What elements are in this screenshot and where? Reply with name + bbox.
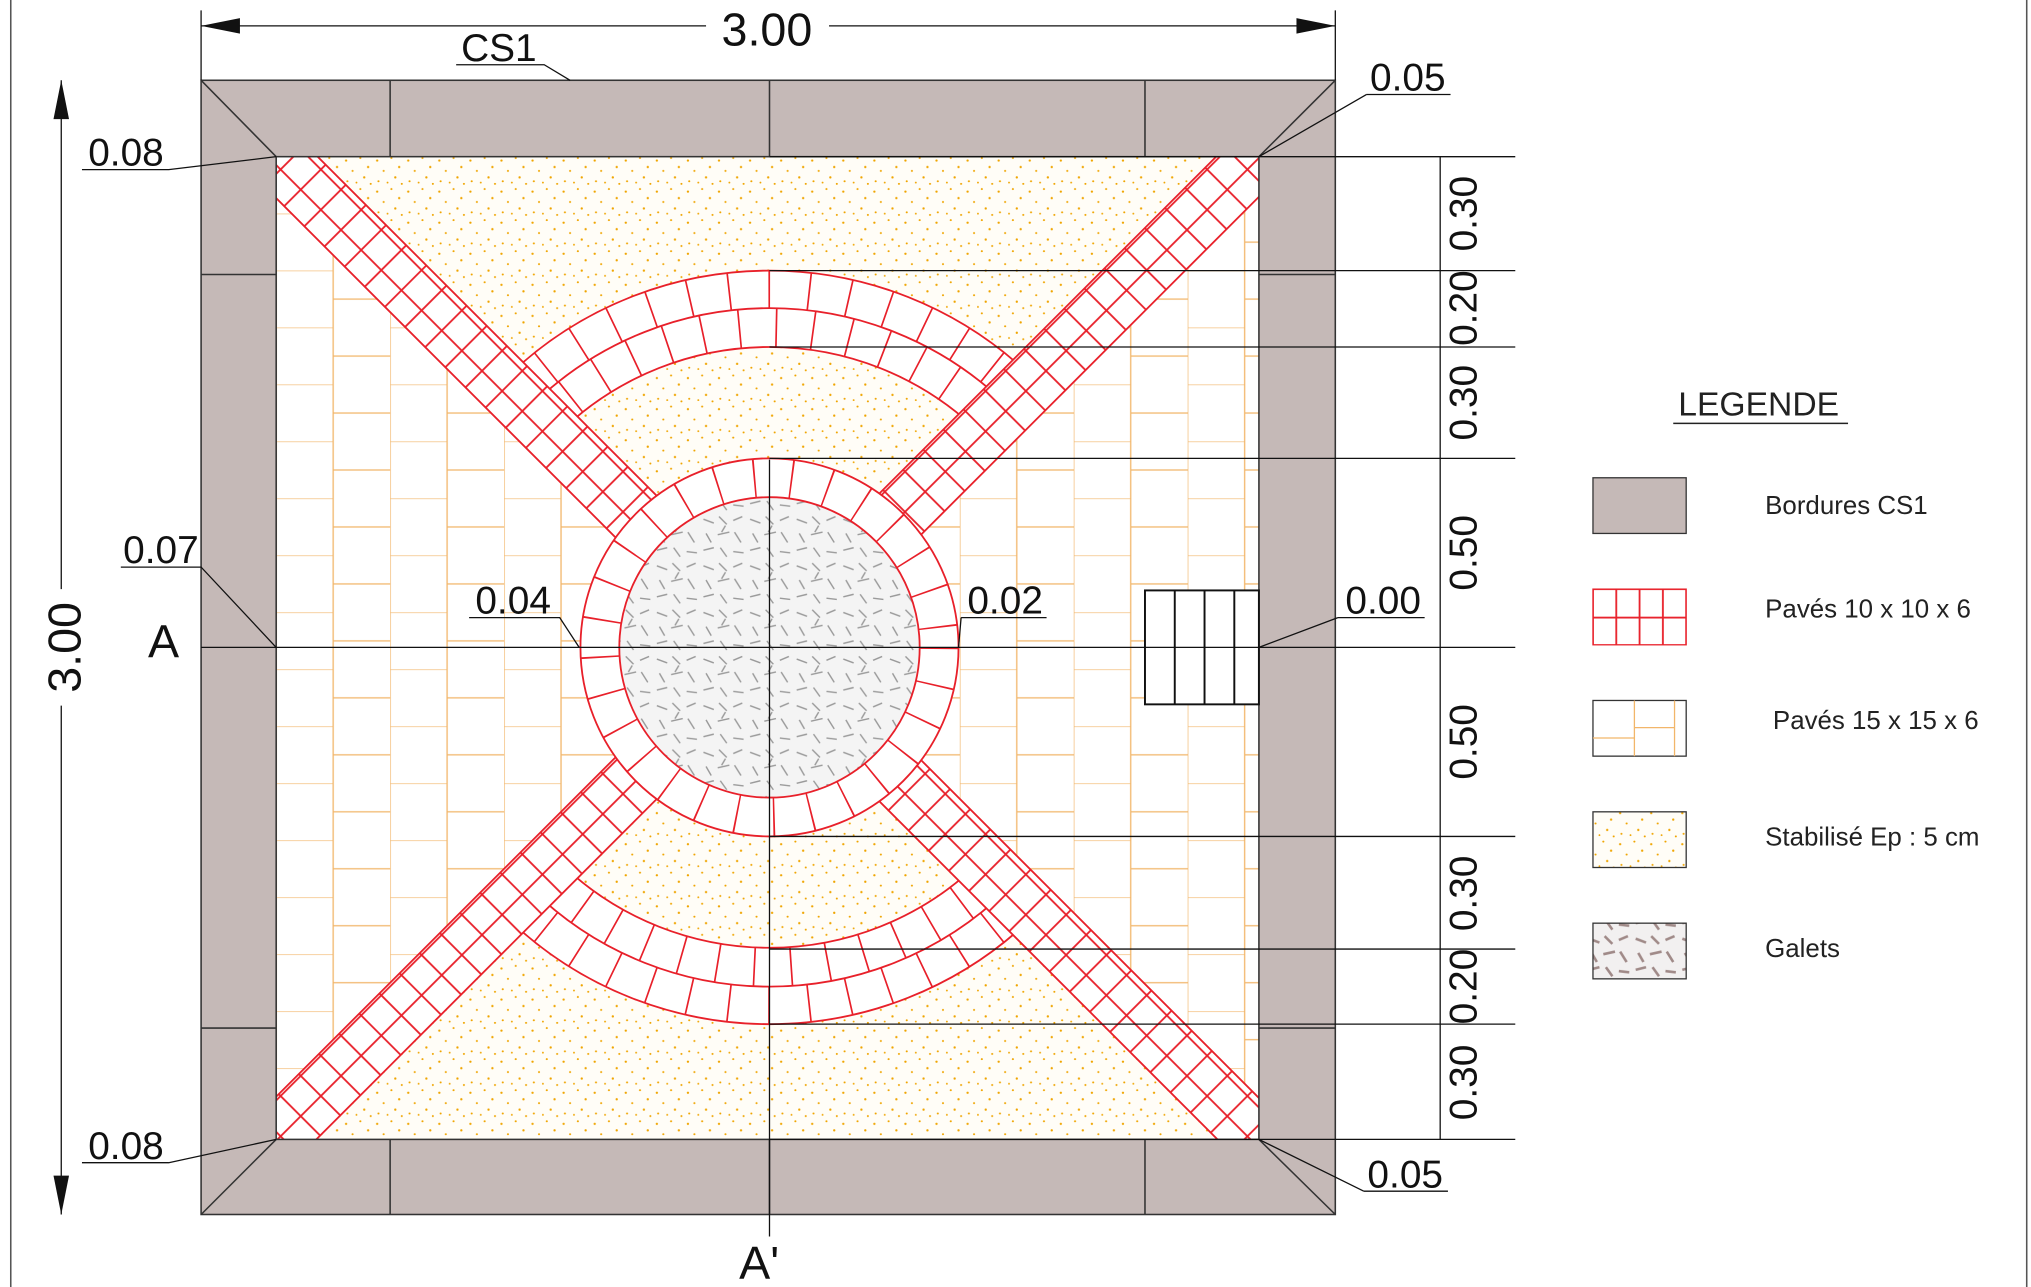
dimension-label: 0.30 <box>1442 365 1485 441</box>
legend-swatch <box>1592 588 1687 646</box>
dimension-label: 0.30 <box>1442 856 1485 932</box>
leader-lines <box>1258 93 1451 158</box>
leader-lines <box>81 156 277 171</box>
leader-lines <box>456 64 571 81</box>
level-label: 0.05 <box>1370 57 1446 100</box>
dimension-lines <box>60 10 1516 1237</box>
section-label: A <box>148 616 179 668</box>
legend-label: Galets <box>1765 935 1840 963</box>
arrowheads <box>53 18 1336 1215</box>
paving <box>276 156 1259 648</box>
level-label: 0.08 <box>88 132 164 175</box>
legend-swatch <box>1592 477 1687 535</box>
border-label: CS1 <box>461 27 537 70</box>
arrowheads <box>53 80 70 120</box>
dimension-label: 3.00 <box>722 3 813 55</box>
legend-label: Pavés 15 x 15 x 6 <box>1773 707 1979 735</box>
level-label: 0.02 <box>967 580 1043 623</box>
dimension-label: 0.20 <box>1442 270 1485 346</box>
leader-lines <box>1258 1138 1448 1192</box>
legend-swatch <box>1592 699 1687 757</box>
legend-swatch <box>1592 811 1687 869</box>
legend-label: Bordures CS1 <box>1765 492 1928 520</box>
legend-swatch <box>1592 922 1687 980</box>
dimension-label: 0.30 <box>1442 176 1485 252</box>
frame <box>9 0 2028 1287</box>
arrowheads <box>201 18 240 34</box>
dimension-label: 0.50 <box>1442 704 1485 780</box>
arrowheads <box>53 1175 70 1215</box>
arrowheads <box>1296 18 1336 34</box>
leader-lines <box>120 566 277 648</box>
dimension-lines <box>769 156 1516 1141</box>
level-label: 0.08 <box>88 1125 164 1168</box>
leader-lines <box>81 1138 277 1164</box>
level-label: 0.00 <box>1345 580 1421 623</box>
dimension-lines <box>201 459 1516 1237</box>
border-cs1 <box>200 79 1336 1216</box>
legend: LEGENDE Bordures CS1 Pavés 10 x 10 x 6 P… <box>1592 387 1979 980</box>
dimension-label: 0.30 <box>1442 1045 1485 1121</box>
leader-lines <box>957 616 1047 648</box>
legend-label: Pavés 10 x 10 x 6 <box>1765 596 1971 624</box>
right-dimensions: 0.30 0.20 0.30 0.50 0.50 0.30 0.20 0.30 <box>1442 176 1485 1120</box>
paving <box>276 647 1259 1140</box>
level-label: 0.04 <box>475 580 551 623</box>
legend-swatch <box>1592 700 1676 757</box>
dimension-label: 3.00 <box>39 602 91 693</box>
level-label: 0.05 <box>1367 1153 1443 1196</box>
leader-lines <box>1258 616 1425 648</box>
leader-lines <box>81 64 1451 1192</box>
legend-label: Stabilisé Ep : 5 cm <box>1765 823 1979 851</box>
dimension-label: 0.50 <box>1442 515 1485 591</box>
dimension-label: 0.20 <box>1442 949 1485 1025</box>
leader-lines <box>469 616 580 648</box>
dimension-lines <box>200 10 1336 81</box>
level-label: 0.07 <box>123 529 199 572</box>
legend-title: LEGENDE <box>1678 387 1839 424</box>
section-label: A' <box>739 1237 779 1287</box>
